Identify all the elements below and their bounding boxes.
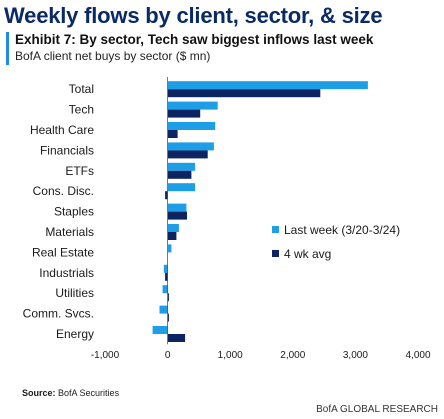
bar-energy-4-wk-avg bbox=[167, 334, 186, 342]
category-label-staples: Staples bbox=[54, 205, 94, 219]
bar-cons-disc-4-wk-avg bbox=[165, 191, 168, 200]
bar-comm-svcs-last-week bbox=[159, 305, 168, 314]
legend-label-last-week: Last week (3/20-3/24) bbox=[284, 223, 400, 237]
bar-materials-4-wk-avg bbox=[167, 232, 177, 240]
bar-industrials-last-week bbox=[163, 264, 168, 273]
bar-cons-disc-last-week bbox=[167, 183, 196, 192]
bar-etfs-last-week bbox=[167, 162, 196, 171]
page-headline: Weekly flows by client, sector, & size bbox=[4, 3, 383, 28]
exhibit-subtitle: BofA client net buys by sector ($ mn) bbox=[15, 49, 211, 63]
category-label-etfs: ETFs bbox=[65, 164, 94, 178]
category-label-utilities: Utilities bbox=[55, 286, 94, 300]
bar-real-estate-last-week bbox=[167, 244, 172, 253]
bar-total-4-wk-avg bbox=[167, 89, 321, 98]
category-label-energy: Energy bbox=[56, 327, 94, 341]
bar-health-care-4-wk-avg bbox=[167, 130, 178, 138]
bar-tech-last-week bbox=[167, 101, 218, 110]
bar-industrials-4-wk-avg bbox=[165, 272, 168, 281]
bar-financials-4-wk-avg bbox=[167, 150, 208, 159]
category-label-cons-disc: Cons. Disc. bbox=[33, 184, 94, 198]
bar-materials-last-week bbox=[167, 224, 179, 232]
x-tick-label-0: 0 bbox=[165, 350, 171, 361]
bar-total-last-week bbox=[167, 81, 368, 90]
bar-utilities-last-week bbox=[162, 285, 168, 294]
bar-financials-last-week bbox=[167, 142, 214, 151]
bar-tech-4-wk-avg bbox=[167, 109, 201, 118]
category-label-financials: Financials bbox=[40, 143, 94, 157]
category-label-health-care: Health Care bbox=[30, 123, 94, 137]
footer-credit: BofA GLOBAL RESEARCH bbox=[316, 404, 438, 415]
category-label-real-estate: Real Estate bbox=[32, 245, 94, 259]
legend-swatch-4-wk-avg bbox=[272, 250, 279, 257]
x-tick-label-2-000: 2,000 bbox=[280, 350, 305, 361]
exhibit-title: Exhibit 7: By sector, Tech saw biggest i… bbox=[15, 32, 374, 47]
bar-health-care-last-week bbox=[167, 122, 216, 130]
category-label-comm-svcs: Comm. Svcs. bbox=[23, 307, 94, 321]
category-label-tech: Tech bbox=[69, 103, 94, 117]
bar-staples-last-week bbox=[167, 203, 187, 212]
x-tick-label-4-000: 4,000 bbox=[405, 350, 430, 361]
bar-staples-4-wk-avg bbox=[167, 211, 187, 220]
bar-comm-svcs-4-wk-avg bbox=[167, 313, 169, 322]
exhibit-header: Exhibit 7: By sector, Tech saw biggest i… bbox=[6, 32, 436, 65]
legend-swatch-last-week bbox=[272, 226, 279, 233]
x-tick-label-3-000: 3,000 bbox=[343, 350, 368, 361]
category-label-materials: Materials bbox=[45, 225, 94, 239]
bar-energy-last-week bbox=[152, 326, 168, 334]
legend-label-4-wk-avg: 4 wk avg bbox=[284, 247, 331, 261]
category-label-industrials: Industrials bbox=[39, 266, 94, 280]
source-note: Source: BofA Securities bbox=[22, 388, 119, 398]
category-label-total: Total bbox=[69, 82, 94, 96]
x-tick-label-1-000: 1,000 bbox=[218, 350, 243, 361]
x-tick-label-1-000: -1,000 bbox=[91, 350, 120, 361]
bar-utilities-4-wk-avg bbox=[167, 293, 169, 302]
bar-etfs-4-wk-avg bbox=[167, 170, 192, 179]
source-text: BofA Securities bbox=[58, 388, 120, 398]
source-label: Source: bbox=[22, 388, 56, 398]
